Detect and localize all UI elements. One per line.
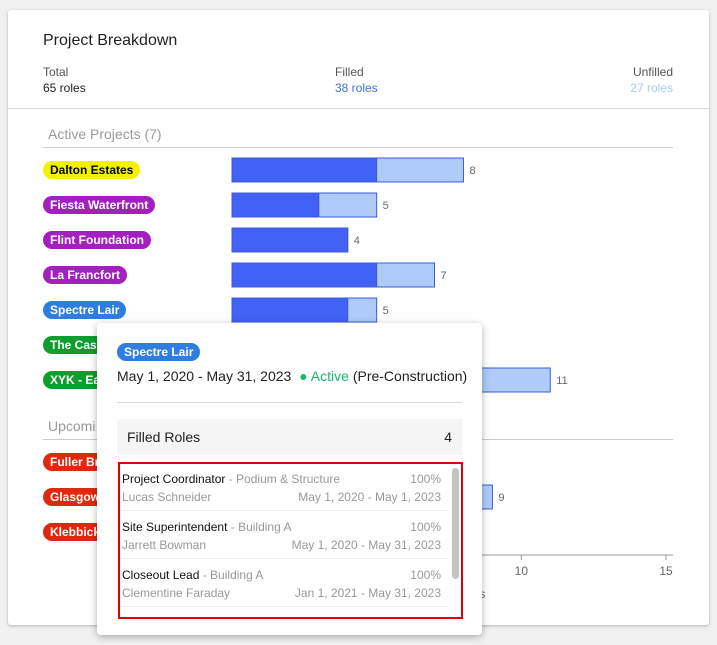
bar-label: 4 — [354, 235, 360, 247]
person: Jarrett Bowman — [122, 538, 207, 552]
group-title: Upcomi — [48, 418, 96, 434]
role-name: Site Superintendent — [122, 520, 228, 534]
summary-value: 38 roles — [335, 81, 378, 95]
allocation: 100% — [410, 520, 441, 534]
bar-filled — [231, 297, 349, 323]
project-pill: Fiesta Waterfront — [43, 196, 156, 214]
bar-label: 5 — [383, 200, 389, 212]
project-pill: Spectre Lair — [43, 301, 127, 319]
x-tick-label: 10 — [515, 564, 529, 578]
role-dates: May 1, 2020 - May 1, 2023 — [298, 490, 441, 504]
summary-label: Unfilled — [632, 65, 673, 79]
bar-label: 8 — [469, 165, 475, 177]
project-pill: La Francfort — [43, 266, 128, 284]
bar-filled — [231, 157, 378, 183]
role-area: - Podium & Structure — [225, 472, 341, 486]
role-name: Closeout Lead — [122, 568, 200, 582]
dates: May 1, 2020 - May 31, 2023 — [117, 368, 292, 384]
project-pill: Spectre Lair — [117, 343, 201, 361]
role-area: - Building A — [199, 568, 264, 582]
filled-header: Filled Roles 4 — [117, 419, 462, 455]
project-pill: Fuller Br — [43, 453, 107, 471]
person: Clementine Faraday — [122, 586, 231, 600]
summary-value: 27 roles — [630, 81, 673, 95]
project-pill: Glasgow — [43, 488, 108, 506]
filled-count: 4 — [444, 429, 452, 445]
role-divider — [120, 558, 448, 559]
role-title: Project Coordinator - Podium & Structure — [122, 472, 340, 486]
bar-label: 9 — [498, 492, 504, 504]
filled-label: Filled Roles — [127, 429, 201, 445]
summary-label: Filled — [335, 65, 364, 79]
bar-filled — [231, 227, 349, 253]
role-divider — [120, 510, 448, 511]
bar-label: 7 — [441, 270, 447, 282]
role-name: Project Coordinator — [122, 472, 226, 486]
project-pill: Klebbick — [43, 523, 108, 541]
group-rule — [43, 147, 673, 148]
title: Project Breakdown — [43, 32, 178, 49]
bar-label: 5 — [383, 305, 389, 317]
date-line: May 1, 2020 - May 31, 2023 ● Active (Pre… — [117, 368, 467, 384]
divider — [8, 108, 709, 109]
person: Lucas Schneider — [122, 490, 212, 504]
project-pill: XYK - Ea — [43, 371, 108, 389]
group-title: Active Projects (7) — [48, 126, 162, 142]
project-pill: The Cas — [43, 336, 104, 354]
summary-value: 65 roles — [43, 81, 86, 95]
role-title: Site Superintendent - Building A — [122, 520, 291, 534]
role-area: - Building A — [227, 520, 292, 534]
bar-filled — [231, 262, 378, 288]
project-pill: Flint Foundation — [43, 231, 151, 249]
allocation: 100% — [410, 568, 441, 582]
allocation: 100% — [410, 472, 441, 486]
role-dates: Jan 1, 2021 - May 31, 2023 — [294, 586, 441, 600]
popup: Spectre Lair May 1, 2020 - May 31, 2023 … — [97, 323, 482, 635]
summary-label: Total — [43, 65, 69, 79]
bar-label: 11 — [556, 375, 567, 387]
status: ● Active — [299, 368, 349, 384]
role-divider — [120, 606, 448, 607]
role-list: Project Coordinator - Podium & Structure… — [118, 462, 463, 619]
bar-filled — [231, 192, 320, 218]
scrollbar[interactable] — [452, 468, 459, 579]
project-pill: Dalton Estates — [43, 161, 141, 179]
x-tick-label: 15 — [659, 564, 673, 578]
role-title: Closeout Lead - Building A — [122, 568, 263, 582]
divider — [117, 402, 462, 403]
role-dates: May 1, 2020 - May 31, 2023 — [291, 538, 441, 552]
phase: (Pre-Construction) — [352, 368, 468, 384]
